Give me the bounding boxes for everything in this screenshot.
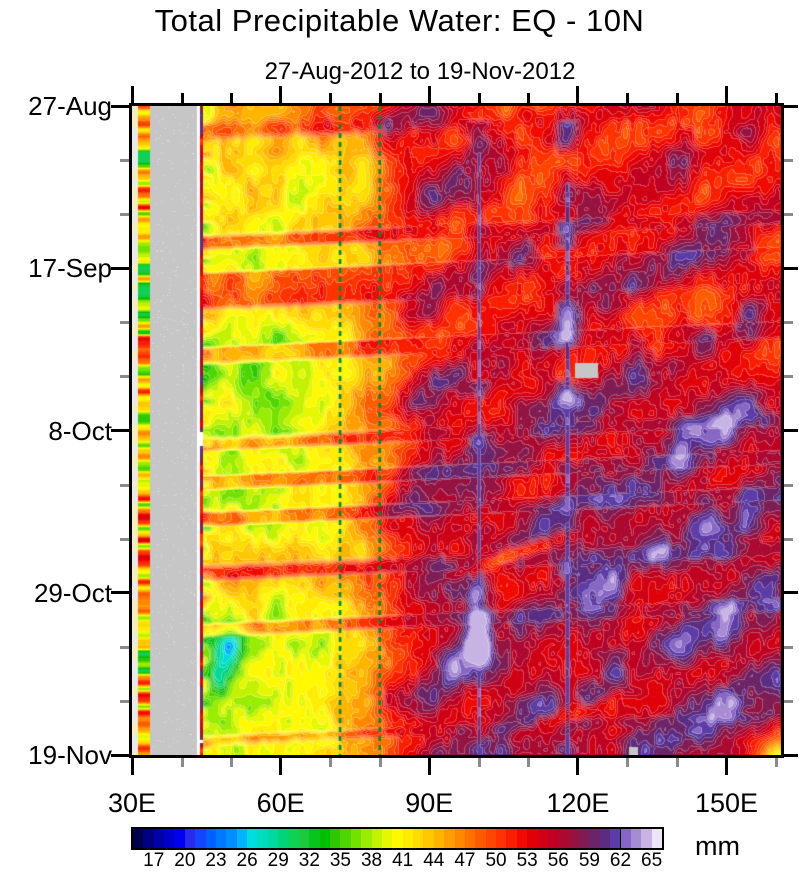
y-major-tick bbox=[111, 104, 129, 108]
x-tick-label: 30E bbox=[107, 788, 157, 818]
colorbar-tick-label: 47 bbox=[454, 850, 476, 871]
y-major-tick bbox=[111, 753, 129, 757]
y-minor-tick bbox=[120, 645, 129, 649]
y-minor-tick-right bbox=[784, 375, 793, 379]
x-minor-tick bbox=[230, 758, 234, 767]
y-major-tick-right bbox=[784, 104, 798, 108]
x-minor-tick bbox=[675, 758, 679, 767]
y-minor-tick bbox=[120, 537, 129, 541]
colorbar-tick-label: 44 bbox=[423, 850, 445, 871]
y-minor-tick bbox=[120, 483, 129, 487]
x-minor-tick bbox=[180, 758, 184, 767]
colorbar-tick-label: 29 bbox=[267, 850, 289, 871]
colorbar-tick-label: 62 bbox=[609, 850, 632, 871]
y-minor-tick-right bbox=[784, 321, 793, 325]
x-major-tick bbox=[725, 758, 728, 775]
x-minor-tick-top bbox=[230, 93, 234, 103]
x-minor-tick-top bbox=[626, 93, 630, 103]
colorbar-tick-label: 53 bbox=[516, 850, 538, 871]
x-major-tick-top bbox=[130, 86, 134, 103]
x-minor-tick bbox=[329, 758, 333, 767]
colorbar-cell bbox=[651, 829, 663, 848]
chart-title: Total Precipitable Water: EQ - 10N bbox=[154, 3, 645, 38]
colorbar-tick-label: 26 bbox=[236, 850, 258, 871]
colorbar-tick-label: 20 bbox=[174, 850, 196, 871]
y-major-tick-right bbox=[784, 753, 798, 757]
y-minor-tick-right bbox=[784, 213, 793, 217]
x-major-tick-top bbox=[279, 86, 283, 103]
x-minor-tick bbox=[775, 758, 778, 767]
y-minor-tick bbox=[120, 321, 129, 325]
y-minor-tick bbox=[120, 159, 129, 163]
colorbar bbox=[131, 827, 664, 850]
y-minor-tick bbox=[120, 375, 129, 379]
chart-subtitle: 27-Aug-2012 to 19-Nov-2012 bbox=[264, 58, 576, 85]
colorbar-tick-label: 38 bbox=[360, 850, 383, 871]
x-minor-tick-top bbox=[378, 93, 382, 103]
y-tick-label: 17-Sep bbox=[28, 253, 112, 284]
y-major-tick-right bbox=[784, 429, 798, 432]
x-minor-tick bbox=[527, 758, 531, 767]
x-tick-label: 150E bbox=[694, 788, 759, 818]
x-minor-tick-top bbox=[180, 93, 184, 103]
colorbar-tick-label: 56 bbox=[547, 850, 569, 871]
tpw-hovmoller-heatmap bbox=[132, 106, 781, 755]
y-tick-label: 8-Oct bbox=[48, 415, 112, 446]
x-major-tick-top bbox=[427, 86, 431, 103]
y-minor-tick bbox=[120, 213, 129, 217]
colorbar-tick-label: 65 bbox=[641, 850, 663, 871]
y-major-tick-right bbox=[784, 591, 798, 595]
y-major-tick bbox=[111, 591, 129, 595]
y-major-tick bbox=[111, 266, 129, 270]
x-major-tick bbox=[427, 758, 431, 775]
colorbar-tick-label: 41 bbox=[392, 850, 414, 871]
x-major-tick bbox=[576, 758, 580, 775]
y-tick-label: 19-Nov bbox=[28, 740, 112, 770]
y-major-tick bbox=[111, 429, 129, 432]
x-minor-tick-top bbox=[329, 93, 333, 103]
x-major-tick-top bbox=[576, 86, 580, 103]
y-tick-label: 29-Oct bbox=[33, 577, 112, 608]
colorbar-unit: mm bbox=[695, 831, 740, 861]
x-minor-tick-top bbox=[527, 93, 531, 103]
y-tick-label: 27-Aug bbox=[28, 91, 112, 121]
x-tick-label: 90E bbox=[405, 788, 454, 818]
x-major-tick bbox=[279, 758, 283, 775]
y-minor-tick bbox=[120, 699, 129, 703]
x-minor-tick bbox=[378, 758, 382, 767]
colorbar-tick-label: 32 bbox=[298, 850, 320, 871]
x-minor-tick bbox=[626, 758, 630, 767]
colorbar-tick-label: 23 bbox=[205, 850, 227, 871]
x-minor-tick-top bbox=[675, 93, 679, 103]
colorbar-tick-label: 50 bbox=[485, 850, 507, 871]
y-minor-tick-right bbox=[784, 699, 793, 703]
plot-frame bbox=[129, 103, 784, 758]
y-minor-tick-right bbox=[784, 537, 793, 541]
y-minor-tick-right bbox=[784, 483, 793, 487]
x-major-tick bbox=[130, 758, 134, 775]
colorbar-tick-label: 35 bbox=[329, 850, 351, 871]
x-major-tick-top bbox=[725, 86, 728, 103]
colorbar-tick-label: 59 bbox=[578, 850, 600, 871]
x-minor-tick-top bbox=[775, 93, 778, 103]
x-minor-tick bbox=[477, 758, 481, 767]
x-tick-label: 60E bbox=[256, 788, 305, 818]
y-minor-tick-right bbox=[784, 645, 793, 649]
y-major-tick-right bbox=[784, 266, 798, 270]
colorbar-tick-label: 17 bbox=[143, 850, 165, 871]
y-minor-tick-right bbox=[784, 159, 793, 163]
x-tick-label: 120E bbox=[546, 788, 610, 818]
x-minor-tick-top bbox=[477, 93, 481, 103]
